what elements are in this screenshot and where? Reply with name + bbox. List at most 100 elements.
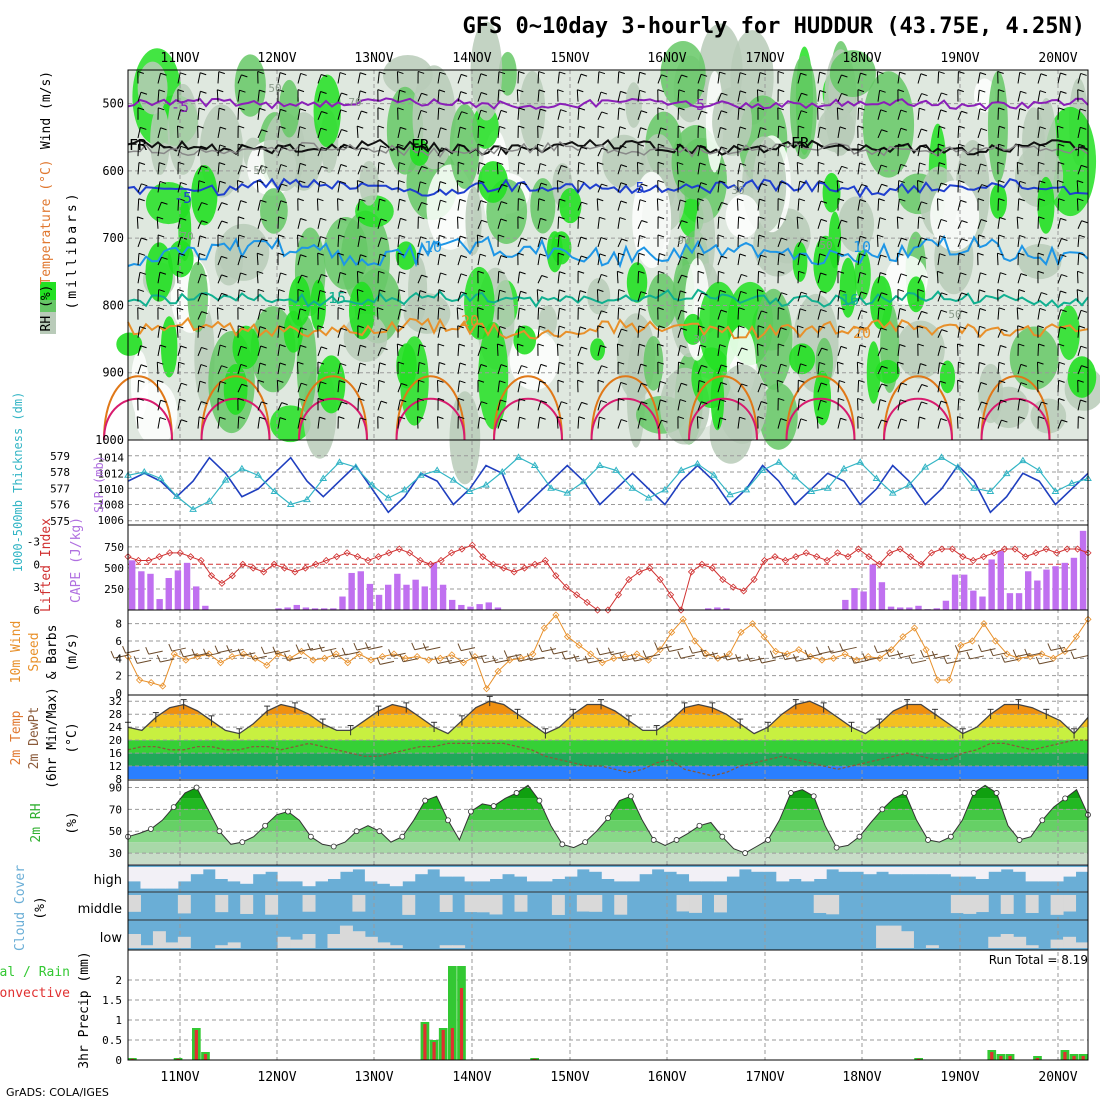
thickness-point <box>872 474 881 481</box>
wind-barb <box>937 253 940 266</box>
surface-wind-barb-flag <box>226 645 231 653</box>
li-point <box>166 549 174 557</box>
wind-barb-flag <box>437 379 444 383</box>
wind-barb <box>1017 72 1021 84</box>
wind-barb-flag <box>540 236 547 240</box>
wind-barb-flag <box>420 181 427 185</box>
wind-barb-flag <box>718 270 725 274</box>
li-point <box>447 549 456 557</box>
wind-barb-flag <box>397 361 405 365</box>
wind-barb-flag <box>998 307 1006 311</box>
li-point <box>865 553 873 561</box>
wind-barb <box>617 71 620 84</box>
wind-barb <box>637 127 641 139</box>
wind-barb-flag <box>161 201 168 205</box>
wind-barb-flag <box>761 310 768 314</box>
surface-wind-barb-flag <box>908 656 913 664</box>
li-point <box>155 553 163 561</box>
wind-barb <box>937 162 940 175</box>
rh-point <box>513 790 520 796</box>
wind-barb <box>717 290 721 302</box>
wind-barb <box>517 417 521 429</box>
rh-shade <box>647 273 678 329</box>
wind-barb-flag <box>978 343 985 347</box>
rh-point <box>467 808 474 815</box>
li-point <box>959 553 967 561</box>
high-cloud-block <box>664 867 678 872</box>
wind-barb-flag <box>1077 270 1084 274</box>
wind-barb <box>757 72 761 84</box>
wind-barb-flag <box>317 198 324 202</box>
wind-barb-flag <box>557 379 565 383</box>
date-label-top: 18NOV <box>842 51 881 66</box>
wind-barb-flag <box>778 143 786 147</box>
wind-barb-flag <box>480 109 488 113</box>
wind-barb <box>1017 181 1021 193</box>
wind-barb-flag <box>1061 274 1068 278</box>
wind-barb <box>257 165 262 175</box>
chart-marks <box>103 70 1092 1060</box>
wind-barb-flag <box>938 71 945 75</box>
surface-wind-barb <box>160 658 175 663</box>
wind-barb-flag <box>619 126 626 130</box>
pressure-tick-label: 800 <box>102 298 124 312</box>
wind-barb-flag <box>500 218 507 222</box>
wind-barb-flag <box>738 216 745 220</box>
li-point <box>656 575 664 584</box>
rh-shade <box>408 255 428 324</box>
wind-barb-flag <box>859 199 867 203</box>
wind-barb-flag <box>1018 289 1026 293</box>
wind-barb-flag <box>777 198 785 202</box>
wind-barb-flag <box>917 180 924 183</box>
wind-barb <box>497 326 501 338</box>
wind-barb-flag <box>899 71 906 75</box>
wind-barb <box>977 128 982 139</box>
cape-bar <box>1015 593 1023 610</box>
wind-barb-flag <box>317 325 324 329</box>
rh-shade <box>359 160 379 206</box>
wind-barb <box>197 401 202 411</box>
wind-barb-flag <box>457 180 464 184</box>
wind-barb-flag <box>238 107 245 111</box>
wind-barb <box>857 73 861 84</box>
wind-barb-flag <box>140 126 147 130</box>
wind-barb <box>756 89 759 102</box>
wind-barb <box>197 416 200 429</box>
wind-barb-flag <box>459 380 466 384</box>
rh-point <box>399 833 406 840</box>
wind-barb-flag <box>1058 379 1065 383</box>
wind-barb-flag <box>240 255 248 259</box>
wind-barb-flag <box>599 416 606 420</box>
wind-barb <box>477 289 480 302</box>
wind-barb <box>1037 292 1042 302</box>
surface-wind-barb <box>703 652 718 657</box>
wind-speed-point <box>240 650 248 658</box>
cape-bar <box>275 608 282 610</box>
thickness-point <box>189 505 197 512</box>
wind-barb-flag <box>357 180 364 184</box>
wind-barb <box>137 326 141 338</box>
li-point <box>907 553 915 561</box>
cloud-units-label: (%) <box>33 896 48 919</box>
wind-barb-flag <box>240 345 248 349</box>
wind-barb <box>637 199 641 211</box>
wind-barb-flag <box>278 234 285 238</box>
wind-barb-flag <box>820 290 827 294</box>
wind-barb-flag <box>481 219 488 223</box>
wind-barb-flag <box>278 325 286 329</box>
wind-barb-flag <box>820 236 827 240</box>
wind-barb-flag <box>438 307 445 311</box>
thickness-point <box>482 481 490 488</box>
cape-bar <box>202 605 209 610</box>
wind-barb <box>1037 126 1041 139</box>
li-point <box>980 553 988 561</box>
wind-barb-flag <box>1078 143 1086 147</box>
wind-barb <box>197 220 203 229</box>
wind-barb-flag <box>939 125 946 129</box>
wind-barb-flag <box>621 328 628 332</box>
wind-barb-flag <box>341 92 348 96</box>
wind-barb-flag <box>1078 234 1086 238</box>
wind-barb <box>937 92 942 102</box>
wind-barb <box>677 399 681 411</box>
wind-barb-flag <box>939 380 947 384</box>
